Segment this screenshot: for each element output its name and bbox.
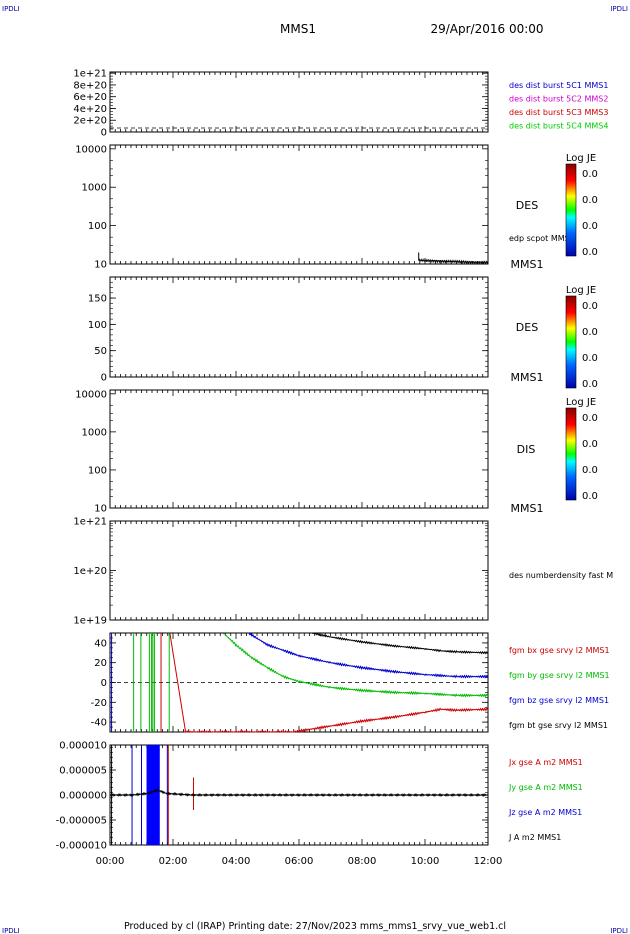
instrument-label: DES bbox=[516, 321, 538, 334]
legend-entry: Jz gse A m2 MMS1 bbox=[508, 808, 582, 817]
y-tick-label: 100 bbox=[88, 465, 107, 476]
panel-frame-3 bbox=[109, 276, 489, 378]
corner-label-top-right: IPDLI bbox=[610, 5, 628, 13]
y-tick-label: 1e+19 bbox=[73, 616, 107, 627]
colorbar-des-pitch bbox=[565, 295, 577, 389]
y-tick-label: 10000 bbox=[75, 389, 107, 400]
y-tick-label: 6e+20 bbox=[73, 92, 107, 103]
x-tick-label: 08:00 bbox=[348, 856, 377, 867]
legend-entry: Jy gse A m2 MMS1 bbox=[508, 783, 583, 792]
current-series-line bbox=[109, 787, 489, 797]
y-tick-label: 10000 bbox=[75, 144, 107, 155]
instrument-label: DIS bbox=[517, 443, 536, 456]
legend-entry: Jx gse A m2 MMS1 bbox=[508, 758, 583, 767]
scpot-line bbox=[418, 258, 489, 265]
spacecraft-title: MMS1 bbox=[280, 22, 316, 36]
colorbar-dis-energy-tick: 0.0 bbox=[582, 413, 598, 424]
x-tick-label: 02:00 bbox=[159, 856, 188, 867]
colorbar-des-pitch-tick: 0.0 bbox=[582, 379, 598, 390]
y-tick-label: 100 bbox=[88, 320, 107, 331]
legend-entry: des numberdensity fast M bbox=[509, 571, 613, 580]
field-series-line bbox=[223, 632, 489, 698]
y-tick-label: 1e+21 bbox=[73, 69, 107, 80]
x-tick-label: 12:00 bbox=[474, 856, 503, 867]
y-tick-label: 40 bbox=[94, 638, 107, 649]
legend-entry: des dist burst 5C1 MMS1 bbox=[509, 81, 608, 90]
y-tick-label: -0.000005 bbox=[56, 816, 107, 827]
legend-entry: des dist burst 5C2 MMS2 bbox=[509, 95, 608, 104]
legend-entry: fgm by gse srvy l2 MMS1 bbox=[509, 671, 610, 680]
corner-label-bottom-left: IPDLI bbox=[2, 927, 20, 934]
colorbar-dis-energy-title: Log JE bbox=[566, 397, 596, 408]
y-tick-label: 0 bbox=[101, 373, 107, 384]
y-tick-label: 150 bbox=[88, 294, 107, 305]
y-tick-label: -20 bbox=[91, 698, 107, 709]
x-tick-label: 10:00 bbox=[411, 856, 440, 867]
legend-entry: des dist burst 5C4 MMS4 bbox=[509, 122, 608, 131]
x-tick-label: 00:00 bbox=[96, 856, 125, 867]
colorbar-des-pitch-tick: 0.0 bbox=[582, 301, 598, 312]
date-title: 29/Apr/2016 00:00 bbox=[430, 22, 543, 36]
footer-text: Produced by cl (IRAP) Printing date: 27/… bbox=[124, 921, 506, 932]
jz-burst-block bbox=[146, 745, 160, 845]
legend-entry: fgm bx gse srvy l2 MMS1 bbox=[509, 646, 610, 655]
y-tick-label: 1000 bbox=[82, 183, 107, 194]
y-tick-label: -0.000010 bbox=[56, 841, 107, 852]
instrument-label: DES bbox=[516, 199, 538, 212]
y-tick-label: 2e+20 bbox=[73, 116, 107, 127]
legend-entry: des dist burst 5C3 MMS3 bbox=[509, 108, 608, 117]
panel-frame-5 bbox=[109, 520, 489, 621]
spacecraft-label: MMS1 bbox=[511, 371, 544, 384]
y-tick-label: 4e+20 bbox=[73, 104, 107, 115]
colorbar-des-energy-tick: 0.0 bbox=[582, 221, 598, 232]
colorbar-des-energy-tick: 0.0 bbox=[582, 169, 598, 180]
y-tick-label: 0.000000 bbox=[59, 791, 107, 802]
field-series-line bbox=[248, 632, 489, 679]
y-tick-label: -40 bbox=[91, 718, 107, 729]
corner-label-bottom-right: IPDLI bbox=[610, 927, 628, 934]
y-tick-label: 20 bbox=[94, 658, 107, 669]
field-series-line bbox=[311, 632, 489, 655]
panel-frame-4 bbox=[109, 389, 489, 509]
colorbar-dis-energy-tick: 0.0 bbox=[582, 491, 598, 502]
y-tick-label: 10 bbox=[94, 260, 107, 271]
x-tick-label: 04:00 bbox=[222, 856, 251, 867]
colorbar-des-energy bbox=[565, 163, 577, 257]
colorbar-des-energy-title: Log JE bbox=[566, 153, 596, 164]
colorbar-des-energy-tick: 0.0 bbox=[582, 247, 598, 258]
y-tick-label: 1000 bbox=[82, 427, 107, 438]
colorbar-des-pitch-title: Log JE bbox=[566, 285, 596, 296]
bx-drop bbox=[169, 632, 187, 733]
spacecraft-label: MMS1 bbox=[511, 258, 544, 271]
colorbar-des-energy-tick: 0.0 bbox=[582, 195, 598, 206]
y-tick-label: 100 bbox=[88, 221, 107, 232]
y-tick-label: 50 bbox=[94, 346, 107, 357]
y-tick-label: 0 bbox=[101, 678, 107, 689]
legend-entry: fgm bz gse srvy l2 MMS1 bbox=[509, 696, 609, 705]
legend-entry: fgm bt gse srvy l2 MMS1 bbox=[509, 721, 608, 730]
y-tick-label: 10 bbox=[94, 504, 107, 515]
colorbar-dis-energy bbox=[565, 407, 577, 501]
y-tick-label: 8e+20 bbox=[73, 80, 107, 91]
y-tick-label: 0.000010 bbox=[59, 741, 107, 752]
y-tick-label: 1e+20 bbox=[73, 566, 107, 577]
x-tick-label: 06:00 bbox=[285, 856, 314, 867]
y-tick-label: 1e+21 bbox=[73, 517, 107, 528]
colorbar-dis-energy-tick: 0.0 bbox=[582, 439, 598, 450]
colorbar-des-pitch-tick: 0.0 bbox=[582, 327, 598, 338]
y-tick-label: 0.000005 bbox=[59, 766, 107, 777]
colorbar-des-pitch-tick: 0.0 bbox=[582, 353, 598, 364]
corner-label-top-left: IPDLI bbox=[2, 5, 20, 13]
legend-entry: edp scpot MMS1 bbox=[509, 234, 575, 243]
legend-entry: J A m2 MMS1 bbox=[508, 833, 561, 842]
panel-frame-1 bbox=[109, 71, 489, 133]
spacecraft-label: MMS1 bbox=[511, 502, 544, 515]
field-series-line bbox=[183, 707, 489, 733]
panel-frame-2 bbox=[109, 144, 489, 265]
colorbar-dis-energy-tick: 0.0 bbox=[582, 465, 598, 476]
y-tick-label: 0 bbox=[101, 128, 107, 139]
